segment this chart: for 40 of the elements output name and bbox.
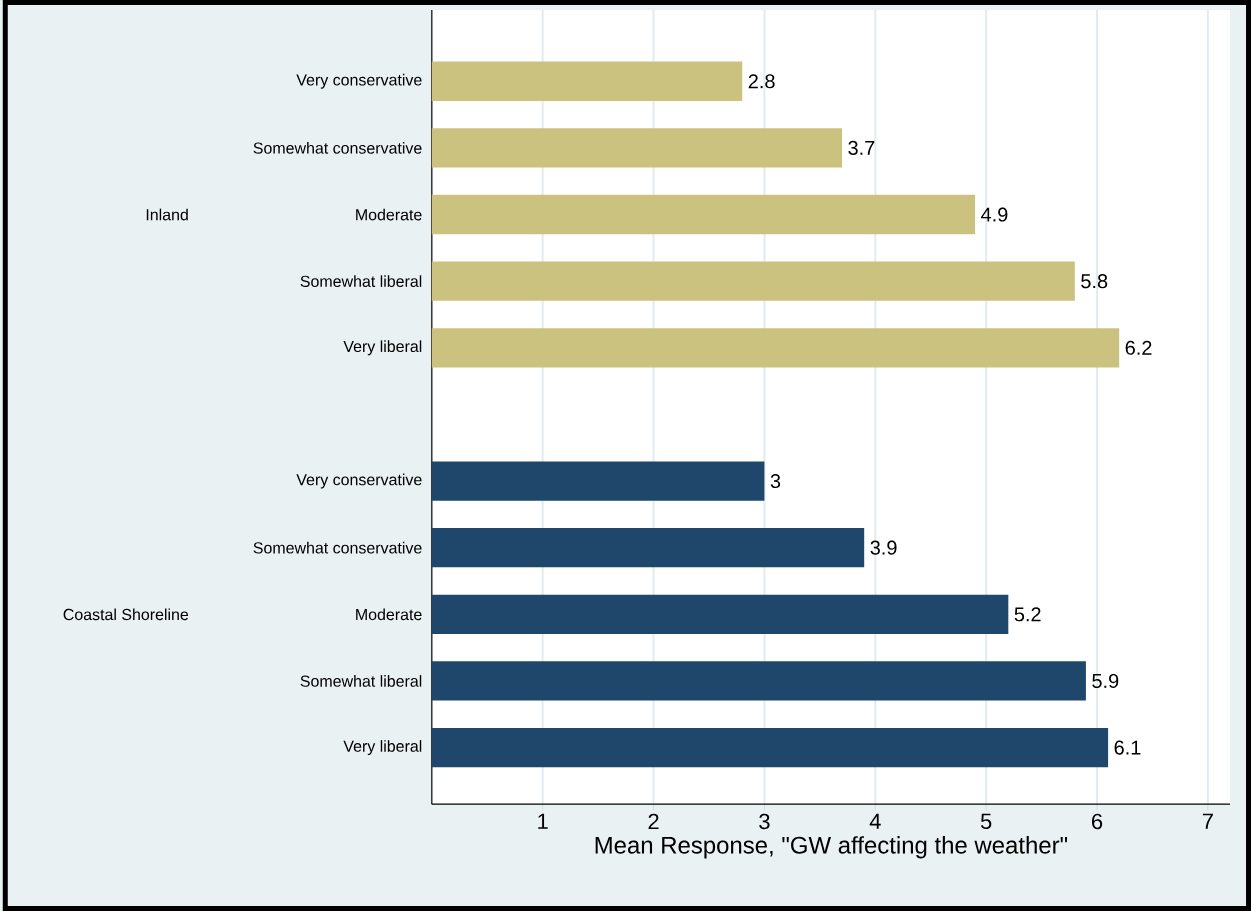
- bar: [431, 328, 1120, 368]
- y-tick-label: Very liberal: [343, 340, 422, 356]
- x-tick-label: 3: [759, 813, 770, 830]
- y-tick-label: Somewhat conservative: [253, 142, 422, 154]
- x-axis-title: Mean Response, "GW affecting the weather": [595, 836, 1068, 859]
- data-label: 5.9: [1092, 673, 1119, 689]
- bar: [431, 528, 865, 568]
- bar: [431, 727, 1109, 768]
- x-tick-label: 2: [648, 813, 659, 830]
- x-tick-label: 4: [869, 813, 881, 829]
- text: Coastal Shoreline: [63, 608, 189, 621]
- bar: [431, 128, 843, 168]
- data-label: 3: [770, 474, 781, 489]
- y-tick-label: Very liberal: [343, 740, 422, 756]
- y-tick-label: Moderate: [356, 208, 422, 221]
- data-label: 6.1: [1114, 740, 1141, 755]
- data-label: 5.8: [1081, 274, 1108, 289]
- x-tick-label: 6: [1092, 813, 1103, 830]
- bar: [431, 194, 976, 235]
- text: Inland: [146, 208, 188, 221]
- data-label: 3.7: [848, 140, 875, 155]
- y-tick-label: Very conservative: [296, 473, 422, 489]
- y-tick-label: Somewhat conservative: [253, 541, 422, 554]
- x-tick-label: 5: [980, 813, 992, 830]
- y-tick-label: Somewhat liberal: [300, 675, 422, 687]
- data-label: 5.2: [1014, 607, 1041, 622]
- bar: [431, 461, 765, 501]
- bar: [431, 594, 1009, 634]
- y-tick-label: Moderate: [356, 608, 422, 621]
- x-tick-label: 1: [538, 813, 548, 829]
- y-tick-label: Very conservative: [296, 73, 422, 89]
- data-label: 2.8: [748, 74, 775, 89]
- data-label: 3.9: [870, 540, 897, 555]
- data-label: 4.9: [981, 207, 1008, 222]
- x-tick-label: 7: [1202, 813, 1213, 829]
- data-label: 6.2: [1125, 340, 1152, 355]
- y-tick-label: Somewhat liberal: [300, 275, 422, 288]
- bar: [431, 61, 743, 101]
- bar: [431, 661, 1086, 701]
- bar: [431, 261, 1075, 301]
